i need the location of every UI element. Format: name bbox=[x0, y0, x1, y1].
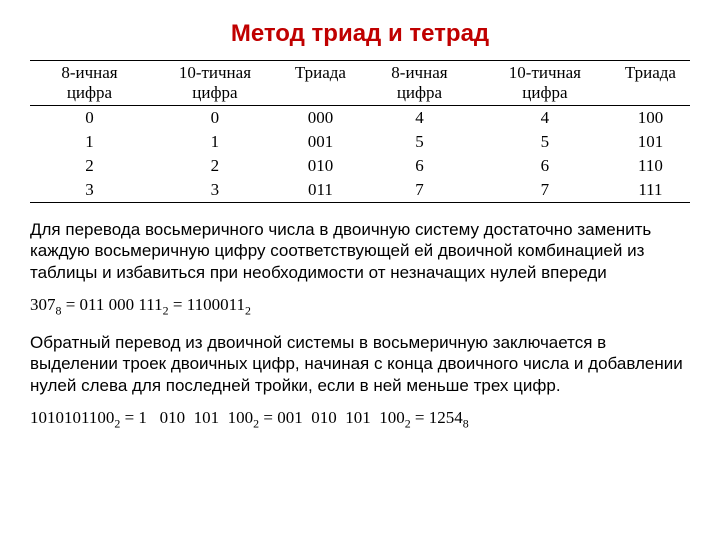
col-header: 8-ичная цифра bbox=[30, 61, 149, 106]
table-header-row: 8-ичная цифра 10-тичная цифра Триада 8-и… bbox=[30, 61, 690, 106]
col-header: Триада bbox=[281, 61, 360, 106]
cell: 1 bbox=[149, 130, 281, 154]
cell: 001 bbox=[281, 130, 360, 154]
triad-table: 8-ичная цифра 10-тичная цифра Триада 8-и… bbox=[30, 60, 690, 203]
cell: 6 bbox=[360, 154, 479, 178]
paragraph-1: Для перевода восьмеричного числа в двоич… bbox=[30, 219, 690, 283]
table-row: 0 0 000 4 4 100 bbox=[30, 106, 690, 131]
cell: 1 bbox=[30, 130, 149, 154]
f2-d: 12548 bbox=[429, 408, 469, 427]
cell: 6 bbox=[479, 154, 611, 178]
cell: 101 bbox=[611, 130, 690, 154]
table-row: 1 1 001 5 5 101 bbox=[30, 130, 690, 154]
formula-1: 3078 = 011 000 1112 = 11000112 bbox=[30, 295, 690, 318]
cell: 5 bbox=[479, 130, 611, 154]
cell: 7 bbox=[360, 178, 479, 203]
cell: 4 bbox=[479, 106, 611, 131]
table-row: 3 3 011 7 7 111 bbox=[30, 178, 690, 203]
formula-2: 10101011002 = 1 010 101 1002 = 001 010 1… bbox=[30, 408, 690, 431]
paragraph-2: Обратный перевод из двоичной системы в в… bbox=[30, 332, 690, 396]
cell: 000 bbox=[281, 106, 360, 131]
col-header: 10-тичная цифра bbox=[149, 61, 281, 106]
cell: 2 bbox=[149, 154, 281, 178]
cell: 3 bbox=[149, 178, 281, 203]
cell: 3 bbox=[30, 178, 149, 203]
cell: 111 bbox=[611, 178, 690, 203]
cell: 4 bbox=[360, 106, 479, 131]
f1-rhs: 11000112 bbox=[187, 295, 251, 314]
table-row: 2 2 010 6 6 110 bbox=[30, 154, 690, 178]
col-header: Триада bbox=[611, 61, 690, 106]
cell: 2 bbox=[30, 154, 149, 178]
cell: 5 bbox=[360, 130, 479, 154]
cell: 010 bbox=[281, 154, 360, 178]
col-header: 10-тичная цифра bbox=[479, 61, 611, 106]
cell: 110 bbox=[611, 154, 690, 178]
f2-c: 001 010 101 1002 bbox=[277, 408, 410, 427]
col-header: 8-ичная цифра bbox=[360, 61, 479, 106]
f2-b: 1 010 101 1002 bbox=[138, 408, 259, 427]
page-title: Метод триад и тетрад bbox=[30, 20, 690, 48]
cell: 011 bbox=[281, 178, 360, 203]
cell: 0 bbox=[30, 106, 149, 131]
f1-mid: 011 000 1112 bbox=[80, 295, 169, 314]
cell: 100 bbox=[611, 106, 690, 131]
f1-lhs: 3078 bbox=[30, 295, 61, 314]
cell: 7 bbox=[479, 178, 611, 203]
cell: 0 bbox=[149, 106, 281, 131]
f2-a: 10101011002 bbox=[30, 408, 120, 427]
